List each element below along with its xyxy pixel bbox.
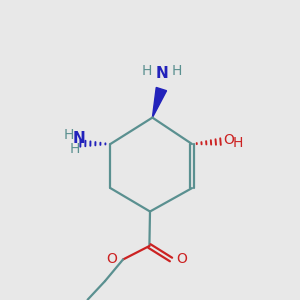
Text: H: H xyxy=(142,64,152,78)
Text: O: O xyxy=(176,252,187,266)
Text: H: H xyxy=(233,136,244,150)
Text: O: O xyxy=(107,252,118,266)
Polygon shape xyxy=(152,88,167,118)
Text: H: H xyxy=(70,142,80,156)
Text: O: O xyxy=(224,134,234,147)
Text: H: H xyxy=(63,128,74,142)
Text: N: N xyxy=(156,66,168,81)
Text: N: N xyxy=(73,131,85,146)
Text: H: H xyxy=(171,64,182,78)
